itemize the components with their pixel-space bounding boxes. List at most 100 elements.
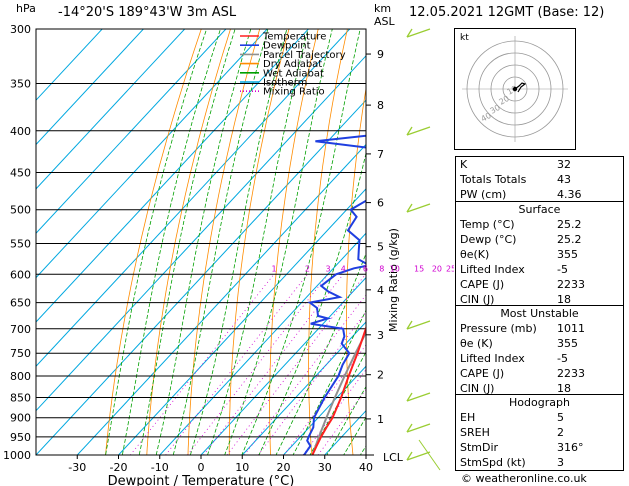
pressure-tick-label: 300 [10,23,31,36]
x-tick-label: 40 [359,461,373,474]
row-label: θe(K) [460,248,490,261]
isotherm-line [241,321,366,455]
location-title: -14°20'S 189°43'W 3m ASL [58,5,237,20]
wet-adiabat-line [366,0,454,472]
dry-adiabat-line [418,0,446,472]
hodograph-ring-label: 20 [498,94,511,107]
pressure-tick-label: 500 [10,204,31,217]
wind-barb [406,126,431,136]
row-value: 25.2 [557,233,582,246]
hpa-label: hPa [16,2,36,15]
x-tick-label: 0 [198,461,205,474]
row-label: Lifted Index [460,263,525,276]
row-label: StmDir [460,441,499,454]
wet-adiabat-line [309,351,366,455]
dry-adiabat-line [346,85,366,455]
x-tick-label: 30 [318,461,332,474]
hodograph-ring-label: 40 [480,111,493,124]
row-value: 25.2 [557,218,582,231]
row-value: -5 [557,263,568,276]
row-label: Totals Totals [460,173,527,186]
hodograph-table-row: SREH 2 [456,425,623,440]
pressure-tick-label: 650 [10,297,31,310]
row-value: 2233 [557,367,585,380]
isotherm-line [36,29,103,101]
row-label: CAPE (J) [460,278,505,291]
surface-title: Surface [518,203,561,216]
series-temperature [311,325,366,455]
mixing-ratio-line [244,294,366,455]
row-label: Lifted Index [460,352,525,365]
wet-adiabat-line [224,29,333,455]
row-value: 43 [557,173,571,186]
wind-barb-flag [406,451,413,461]
most-unstable-table: Most Unstable Pressure (mb) 1011 θe (K) 355… [455,305,624,397]
wet-adiabat-line [292,309,366,455]
indices-row: Totals Totals 43 [456,172,623,187]
copyright: © weatheronline.co.uk [461,472,587,485]
wet-adiabat-line [172,29,269,455]
legend-label: Wet Adiabat [263,68,324,79]
row-value: 18 [557,293,571,306]
axis-labels: 3003504004505005506006507007508008509009… [3,23,400,486]
surface-table: Surface Temp (°C) 25.2 Dewp (°C) 25.2 θe(K) 3… [455,201,624,308]
most-unstable-row: θe (K) 355 [456,336,623,351]
mixing-ratio-label: 6 [363,264,368,273]
pressure-tick-label: 700 [10,323,31,336]
km-axis: 1 2 3 4 5 6 7 8 9 LCL [366,48,404,464]
isotherm-line [36,99,366,455]
row-value: 4.36 [557,188,582,201]
hodograph-trace [514,82,527,93]
row-label: Pressure (mb) [460,322,537,335]
pressure-tick-label: 550 [10,237,31,250]
surface-row: Temp (°C) 25.2 [456,217,623,232]
most-unstable-title: Most Unstable [500,307,579,320]
wind-barb-stem [418,439,441,471]
km-tick-label: 7 [377,148,384,161]
mixing-ratio-label: 10 [390,264,400,273]
skew-t-chart: 3003504004505005506006507007508008509009… [3,0,454,486]
row-label: K [460,158,468,171]
wind-barb [406,423,431,433]
km-tick-label: 3 [377,329,384,342]
pressure-tick-label: 850 [10,391,31,404]
isotherm-line [36,29,268,279]
row-label: SREH [460,426,490,439]
hodograph-ring-label: 30 [489,103,502,116]
pressure-tick-label: 400 [10,125,31,138]
row-label: θe (K) [460,337,493,350]
wind-barb-flag [406,28,413,38]
wind-barb [406,203,431,213]
row-label: EH [460,411,476,424]
most-unstable-row: Pressure (mb) 1011 [456,321,623,336]
series-dewpoint [303,134,366,455]
profile-lines [303,134,366,455]
km-tick-label: 5 [377,241,384,254]
lcl-label: LCL [383,451,404,464]
mixing-ratio-label: 25 [446,264,454,273]
mixing-ratio-labels: 1 2 3 4 6 8 10 15 20 25 [271,264,454,273]
hodograph-storm-motion [512,86,518,92]
row-value: -5 [557,352,568,365]
surface-row: Lifted Index -5 [456,262,623,277]
wet-adiabat-line [138,29,236,455]
mixing-ratio-label: 3 [326,264,331,273]
mixing-ratio-axis-label: Mixing Ratio (g/kg) [387,228,400,332]
pressure-tick-label: 750 [10,347,31,360]
pressure-tick-label: 1000 [3,449,31,462]
most-unstable-row: CIN (J) 18 [456,381,623,396]
legend-label: Dry Adiabat [263,59,322,70]
wet-adiabat-line [121,29,221,455]
row-value: 2233 [557,278,585,291]
wind-barb-flag [406,203,413,213]
wind-barbs [406,28,441,471]
km-tick-label: 4 [377,284,384,297]
wind-barb [406,320,431,330]
row-value: 355 [557,337,578,350]
isotherm-line [76,143,366,455]
x-tick-label: -10 [151,461,169,474]
mixing-ratio-label: 8 [379,264,384,273]
legend-label: Isotherm [263,78,307,89]
